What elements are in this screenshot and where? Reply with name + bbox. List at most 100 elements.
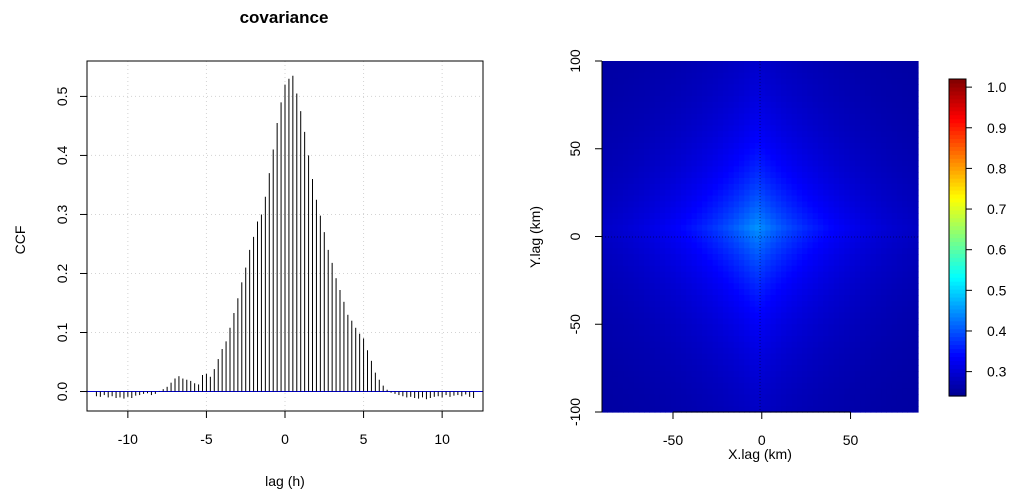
heatmap-cell (886, 406, 893, 413)
heatmap-cell (796, 101, 803, 109)
heatmap-cell (744, 154, 751, 162)
heatmap-cell (907, 277, 914, 284)
heatmap-cell (707, 61, 714, 68)
heatmap-cell (881, 376, 887, 384)
colorbar-strip (949, 384, 966, 389)
colorbar-strip (949, 308, 966, 314)
heatmap-cell (607, 271, 614, 279)
heatmap-cell (670, 254, 677, 261)
heatmap-cell (807, 306, 814, 314)
heatmap-cell (781, 306, 787, 314)
heatmap-cell (665, 113, 672, 121)
heatmap-cell (649, 107, 656, 115)
heatmap-cell (854, 324, 861, 331)
heatmap-cell (628, 154, 635, 162)
heatmap-cell (723, 107, 729, 115)
heatmap-cell (839, 61, 845, 68)
heatmap-cell (781, 277, 787, 284)
heatmap-cell (896, 166, 903, 173)
heatmap-cell (633, 248, 640, 255)
heatmap-cell (686, 137, 693, 144)
heatmap-cell (770, 148, 777, 156)
heatmap-cell (749, 142, 756, 150)
heatmap-cell (802, 142, 808, 150)
heatmap-cell (823, 242, 830, 249)
heatmap-cell (839, 154, 845, 162)
heatmap-cell (907, 61, 914, 68)
heatmap-cell (817, 183, 824, 191)
heatmap-cell (781, 142, 787, 150)
heatmap-cell (833, 195, 840, 202)
heatmap-cell (775, 213, 782, 220)
heatmap-cell (896, 394, 903, 401)
heatmap-cell (628, 341, 635, 349)
heatmap-cell (659, 207, 666, 214)
heatmap-cell (849, 172, 856, 179)
heatmap-cell (728, 113, 735, 121)
heatmap-cell (612, 137, 619, 144)
heatmap-cell (891, 137, 898, 144)
heatmap-cell (896, 365, 903, 372)
heatmap-cell (744, 271, 751, 279)
heatmap-cell (823, 341, 830, 349)
heatmap-cell (849, 289, 856, 296)
heatmap-cell (791, 236, 798, 243)
heatmap-cell (733, 259, 740, 267)
heatmap-cell (733, 125, 740, 132)
heatmap-cell (812, 306, 819, 314)
heatmap-cell (638, 207, 645, 214)
heatmap-cell (623, 166, 629, 173)
heatmap-cell (881, 295, 887, 302)
heatmap-cell (681, 283, 687, 290)
colorbar-tick-label: 1.0 (987, 79, 1007, 95)
heatmap-cell (707, 236, 714, 243)
heatmap-cell (723, 388, 729, 396)
heatmap-cell (633, 259, 640, 267)
heatmap-cell (633, 376, 640, 384)
colorbar-strip (949, 289, 966, 294)
heatmap-cell (891, 394, 898, 401)
heatmap-cell (796, 254, 803, 261)
heatmap-cell (812, 72, 819, 80)
heatmap-cell (844, 341, 851, 349)
heatmap-cell (860, 131, 866, 138)
heatmap-cell (802, 96, 808, 103)
heatmap-cell (738, 148, 745, 156)
heatmap-cell (760, 371, 766, 378)
heatmap-cell (733, 242, 740, 249)
heatmap-cell (781, 230, 787, 238)
heatmap-cell (770, 183, 777, 191)
heatmap-cell (744, 183, 751, 191)
heatmap-cell (812, 78, 819, 85)
heatmap-cell (738, 388, 745, 396)
heatmap-cell (686, 195, 693, 202)
heatmap-cell (728, 382, 735, 390)
heatmap-cell (860, 61, 866, 68)
heatmap-cell (623, 131, 629, 138)
heatmap-cell (717, 119, 724, 126)
heatmap-cell (886, 324, 893, 331)
heatmap-cell (612, 341, 619, 349)
heatmap-cell (812, 382, 819, 390)
heatmap-cell (681, 160, 687, 167)
heatmap-cell (765, 254, 772, 261)
heatmap-cell (828, 330, 835, 337)
heatmap-cell (865, 335, 872, 343)
heatmap-cell (891, 113, 898, 121)
heatmap-cell (649, 330, 656, 337)
heatmap-cell (870, 382, 877, 390)
heatmap-cell (681, 359, 687, 366)
heatmap-cell (854, 271, 861, 279)
heatmap-cell (912, 84, 919, 91)
heatmap-cell (839, 90, 845, 97)
heatmap-cell (849, 359, 856, 366)
heatmap-cell (691, 259, 698, 267)
heatmap-cell (623, 406, 629, 413)
heatmap-cell (691, 265, 698, 273)
heatmap-cell (896, 341, 903, 349)
heatmap-cell (665, 318, 672, 325)
heatmap-cell (717, 353, 724, 360)
heatmap-cell (654, 318, 661, 325)
heatmap-cell (633, 183, 640, 191)
heatmap-cell (833, 131, 840, 138)
